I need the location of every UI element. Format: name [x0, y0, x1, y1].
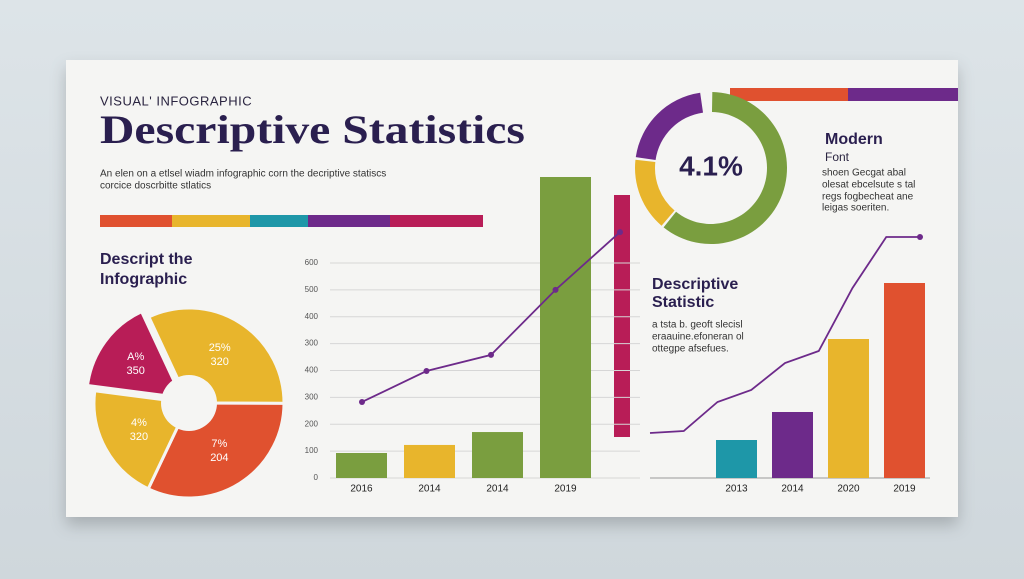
x-tick-label: 2014: [781, 484, 804, 495]
body-line: ottegpe afsefues.: [652, 344, 729, 355]
section-heading: Infographic: [100, 271, 187, 288]
y-tick-label: 400: [305, 366, 319, 375]
x-tick-label: 2016: [350, 484, 373, 495]
section-heading: Statistic: [652, 294, 714, 311]
x-tick-label: 2019: [893, 484, 916, 495]
section-heading: Descript the: [100, 251, 193, 268]
bar: [716, 440, 757, 478]
bar: [404, 444, 455, 478]
line-point: [359, 398, 365, 405]
subtitle-line: An elen on a etlsel wiadm infographic co…: [100, 169, 386, 180]
strip-segment: [390, 215, 483, 227]
bar: [540, 177, 591, 478]
strip-segment: [172, 215, 250, 227]
x-tick-label: 2014: [418, 484, 441, 495]
bar: [828, 339, 869, 478]
color-strip: [100, 215, 483, 227]
strip-segment: [250, 215, 308, 227]
bar: [772, 412, 813, 478]
x-tick-label: 2020: [837, 484, 860, 495]
body-line: regs fogbecheat ane: [822, 192, 914, 203]
line-point: [552, 286, 559, 293]
title: Descriptive Statistics: [100, 107, 525, 152]
body-line: a tsta b. geoft slecisl: [652, 320, 743, 331]
slice-label: 4%: [131, 417, 147, 429]
line: [649, 236, 920, 434]
body-line: eraauine.efoneran ol: [652, 332, 744, 343]
y-tick-label: 100: [305, 446, 319, 455]
pie-slice: [85, 309, 185, 400]
line-point: [423, 368, 430, 375]
slice-label: A%: [127, 351, 144, 363]
slice-label: 320: [130, 431, 148, 443]
body-line: olesat ebcelsute s tal: [822, 180, 915, 191]
section-heading: Descriptive: [652, 276, 738, 293]
donut-segment: [663, 92, 788, 245]
line-point: [488, 351, 494, 358]
y-tick-label: 0: [314, 473, 319, 482]
body-line: shoen Gecgat abal: [822, 168, 906, 179]
x-tick-label: 2013: [725, 484, 748, 495]
strip-segment: [100, 215, 172, 227]
strip-segment: [848, 88, 958, 101]
decor-bar: [614, 195, 630, 437]
y-tick-label: 400: [305, 312, 319, 321]
x-tick-label: 2014: [486, 484, 509, 495]
donut-segment: [635, 159, 675, 226]
bar: [472, 432, 523, 478]
line-point: [617, 229, 623, 236]
top-strip: [730, 88, 958, 101]
x-tick-label: 2019: [554, 484, 577, 495]
strip-segment: [730, 88, 848, 101]
donut-segment: [635, 92, 704, 161]
section-subheading: Font: [825, 150, 850, 164]
slice-label: 7%: [211, 438, 227, 450]
strip-segment: [308, 215, 390, 227]
pie-hole: [161, 375, 217, 431]
kicker: VISUAL' INFOGRAPHIC: [100, 93, 252, 108]
subtitle-line: corcice doscrbitte stlatics: [100, 181, 211, 192]
donut-center-label: 4.1%: [679, 150, 743, 181]
bar: [884, 283, 925, 478]
slice-label: 350: [127, 365, 145, 377]
section-heading: Modern: [825, 131, 883, 148]
bar: [336, 453, 387, 478]
slice-label: 204: [210, 452, 228, 464]
y-tick-label: 300: [305, 339, 319, 348]
y-tick-label: 500: [305, 285, 319, 294]
y-tick-label: 200: [305, 419, 319, 428]
slice-label: 320: [211, 356, 229, 368]
y-tick-label: 600: [305, 258, 319, 267]
line-point: [917, 234, 923, 240]
body-line: leigas soeriten.: [822, 203, 889, 214]
slice-label: 25%: [209, 342, 231, 354]
y-tick-label: 300: [305, 392, 319, 401]
